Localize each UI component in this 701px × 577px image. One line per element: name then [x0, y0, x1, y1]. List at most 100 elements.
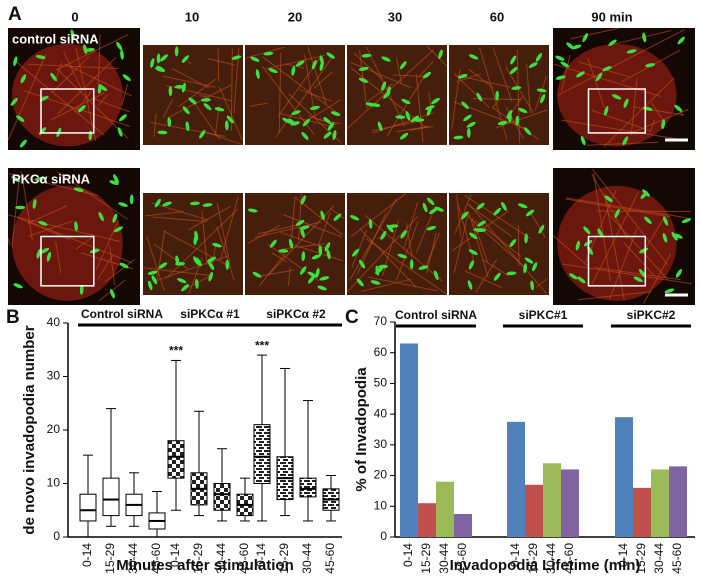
spot [468, 54, 479, 60]
spot [633, 276, 643, 283]
fiber [566, 197, 687, 219]
spot [208, 271, 213, 282]
group-label: siPKCα #1 [180, 307, 240, 321]
fiber [283, 214, 343, 238]
y-tick-label: 50 [374, 376, 388, 390]
spot [428, 208, 438, 215]
spot [114, 226, 123, 233]
spot [156, 53, 161, 64]
x-tick-label: 15-29 [191, 543, 205, 574]
fiber [284, 63, 305, 69]
spot [473, 228, 484, 233]
x-tick-label: 15-29 [419, 543, 433, 574]
fiber [144, 211, 184, 217]
spot [288, 118, 297, 126]
fiber [249, 102, 268, 107]
micrographs [7, 27, 695, 305]
y-tick-label: 30 [47, 369, 61, 383]
spot [326, 52, 335, 59]
fiber [359, 228, 417, 288]
spot [310, 105, 320, 110]
spot [661, 119, 666, 130]
fiber [217, 47, 220, 82]
spot [151, 275, 158, 285]
fiber [592, 169, 669, 266]
fiber [409, 125, 434, 131]
spot [174, 46, 179, 57]
y-tick-label: 40 [374, 406, 388, 420]
fiber [318, 212, 331, 246]
spot [74, 221, 78, 232]
spot [380, 230, 387, 240]
group-label: Control siRNA [81, 307, 163, 321]
spot [426, 106, 432, 116]
spot [207, 256, 216, 263]
spot [467, 127, 471, 138]
fiber [560, 54, 571, 92]
spot [622, 136, 629, 146]
x-tick-label: 15-29 [103, 543, 117, 574]
spot [147, 280, 153, 291]
bar [507, 421, 525, 537]
fiber [453, 73, 490, 109]
spot [540, 93, 546, 104]
spot [307, 271, 317, 278]
fiber [392, 74, 429, 78]
x-tick-label: 0-14 [508, 543, 522, 567]
fiber [603, 77, 675, 148]
fiber [255, 221, 322, 238]
fiber [517, 225, 520, 266]
x-tick-label: 15-29 [634, 543, 648, 574]
spot [118, 202, 128, 207]
fiber [604, 193, 625, 300]
spot [422, 202, 428, 213]
fiber [361, 278, 411, 292]
y-tick-label: 10 [47, 476, 61, 490]
box [299, 477, 317, 498]
spot [535, 53, 543, 62]
spot [349, 215, 360, 221]
spot [300, 228, 305, 238]
spot [433, 270, 439, 280]
spot [671, 232, 678, 241]
y-tick-label: 30 [374, 437, 388, 451]
x-tick-label: 30-44 [437, 543, 451, 574]
fiber [623, 242, 655, 276]
fiber [97, 34, 101, 86]
spot [399, 132, 409, 140]
fiber [109, 244, 116, 286]
spot [662, 233, 668, 243]
spot [674, 104, 683, 112]
x-tick-label: 15-29 [277, 543, 291, 574]
panel-label: B [6, 307, 20, 328]
fiber [577, 291, 652, 301]
spot [315, 268, 320, 278]
spot [311, 59, 317, 70]
spot [247, 208, 258, 213]
fiber [405, 222, 413, 257]
spot [109, 289, 115, 299]
time-label: 20 [288, 9, 302, 24]
spot [626, 49, 637, 54]
spot [381, 56, 391, 62]
fiber [396, 125, 430, 133]
spot [524, 257, 534, 264]
fiber [557, 28, 685, 96]
fiber [367, 276, 438, 292]
fiber [560, 119, 684, 141]
fiber [465, 214, 525, 267]
x-tick-label: 30-44 [544, 543, 558, 574]
spot [40, 247, 50, 254]
spot [530, 280, 535, 291]
spot [212, 242, 222, 248]
fiber [201, 211, 208, 265]
fiber [593, 173, 611, 282]
spot [70, 29, 75, 40]
spot [20, 74, 27, 84]
spot [525, 209, 535, 217]
spot [662, 216, 669, 226]
y-axis-label: % of Invadopodia [353, 367, 370, 492]
group-label: Control siRNA [395, 308, 477, 322]
spot [193, 235, 198, 246]
spot [83, 44, 88, 55]
